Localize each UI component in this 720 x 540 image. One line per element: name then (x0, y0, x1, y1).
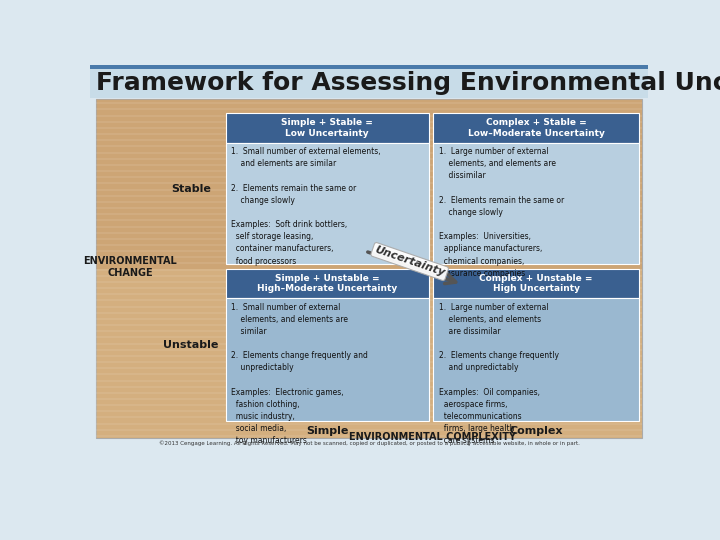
Bar (96, 427, 642, 433)
Text: Complex: Complex (509, 426, 563, 436)
Bar (96, 244, 642, 250)
Bar (96, 300, 642, 305)
Bar (96, 139, 642, 144)
Bar (433, 269, 639, 298)
Bar (96, 99, 642, 269)
Bar (96, 172, 642, 178)
Bar (96, 133, 642, 139)
Bar (96, 106, 642, 111)
Text: 1.  Large number of external
    elements, and elements
    are dissimilar

2.  : 1. Large number of external elements, an… (438, 303, 559, 446)
Bar (96, 255, 642, 261)
Bar (96, 122, 642, 128)
Bar (96, 150, 642, 156)
Bar (96, 394, 642, 400)
Bar (96, 405, 642, 410)
Bar (96, 316, 642, 322)
Bar (96, 99, 642, 438)
Bar (96, 366, 642, 372)
Bar (96, 272, 642, 278)
Bar (225, 269, 428, 298)
Bar (96, 117, 642, 122)
Bar (96, 344, 642, 349)
Bar (96, 144, 642, 150)
Bar (96, 269, 642, 438)
Bar (96, 410, 642, 416)
Text: Complex + Stable =
Low–Moderate Uncertainty: Complex + Stable = Low–Moderate Uncertai… (467, 118, 605, 138)
Bar (96, 178, 642, 183)
Text: 1.  Small number of external
    elements, and elements are
    similar

2.  Ele: 1. Small number of external elements, an… (231, 303, 368, 446)
Bar (96, 211, 642, 217)
Bar (96, 361, 642, 366)
Bar (96, 294, 642, 300)
Bar (96, 239, 642, 244)
Bar (96, 433, 642, 438)
Bar (96, 322, 642, 327)
Bar (96, 189, 642, 194)
Bar (96, 111, 642, 117)
Bar (96, 355, 642, 361)
Bar (225, 143, 428, 264)
Text: ENVIRONMENTAL COMPLEXITY: ENVIRONMENTAL COMPLEXITY (348, 431, 516, 442)
Bar (96, 217, 642, 222)
Bar (96, 327, 642, 333)
Text: Framework for Assessing Environmental Uncertainty: Framework for Assessing Environmental Un… (96, 71, 720, 95)
Bar (96, 372, 642, 377)
Bar (96, 161, 642, 167)
Text: Simple + Unstable =
High–Moderate Uncertainty: Simple + Unstable = High–Moderate Uncert… (257, 274, 397, 293)
Bar (96, 156, 642, 161)
Text: ©2013 Cengage Learning. All Rights Reserved. May not be scanned, copied or dupli: ©2013 Cengage Learning. All Rights Reser… (158, 441, 580, 447)
Bar (96, 261, 642, 266)
Bar (90, 65, 648, 98)
Bar (96, 205, 642, 211)
Bar (96, 333, 642, 339)
Text: Simple + Stable =
Low Uncertainty: Simple + Stable = Low Uncertainty (282, 118, 373, 138)
Bar (96, 278, 642, 283)
Text: Stable: Stable (171, 184, 211, 194)
Bar (96, 250, 642, 255)
Text: 1.  Small number of external elements,
    and elements are similar

2.  Element: 1. Small number of external elements, an… (231, 147, 381, 266)
Bar (96, 222, 642, 227)
Text: ENVIRONMENTAL
CHANGE: ENVIRONMENTAL CHANGE (84, 256, 177, 278)
Bar (96, 283, 642, 288)
Text: 1.  Large number of external
    elements, and elements are
    dissimilar

2.  : 1. Large number of external elements, an… (438, 147, 564, 278)
Bar (96, 200, 642, 205)
Bar (96, 388, 642, 394)
Bar (433, 298, 639, 421)
Bar (96, 377, 642, 383)
Bar (96, 349, 642, 355)
Bar (96, 266, 642, 272)
Bar (96, 183, 642, 189)
Bar (96, 305, 642, 310)
Bar (90, 65, 648, 70)
Bar (433, 143, 639, 264)
Text: Simple: Simple (306, 426, 348, 436)
Bar (96, 416, 642, 422)
Bar (225, 298, 428, 421)
Bar (96, 422, 642, 427)
Bar (96, 383, 642, 388)
Bar (96, 288, 642, 294)
Text: Uncertainty: Uncertainty (373, 245, 446, 278)
Bar (96, 400, 642, 405)
Text: Unstable: Unstable (163, 340, 218, 350)
Bar (433, 113, 639, 143)
Text: Complex + Unstable =
High Uncertainty: Complex + Unstable = High Uncertainty (480, 274, 593, 293)
Bar (96, 128, 642, 133)
Bar (96, 194, 642, 200)
Bar (96, 339, 642, 344)
Bar (96, 167, 642, 172)
Bar (96, 310, 642, 316)
Bar (96, 233, 642, 239)
Bar (225, 113, 428, 143)
Bar (96, 227, 642, 233)
